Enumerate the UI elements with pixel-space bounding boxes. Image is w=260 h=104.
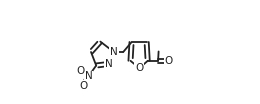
Text: N: N <box>110 47 118 57</box>
Text: O: O <box>80 81 88 91</box>
Text: O: O <box>76 66 84 76</box>
Text: N: N <box>105 59 113 69</box>
Text: O: O <box>135 63 144 73</box>
Text: O: O <box>164 56 173 66</box>
Text: N: N <box>84 71 92 81</box>
